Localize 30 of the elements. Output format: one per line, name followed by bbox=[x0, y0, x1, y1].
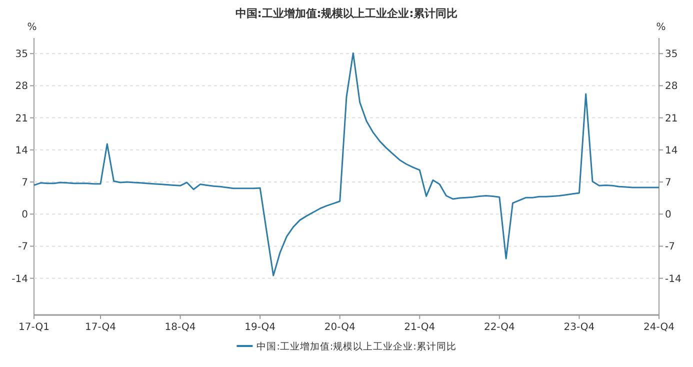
y2-tick-label: 7 bbox=[665, 178, 672, 189]
y2-tick-label: 14 bbox=[665, 145, 678, 156]
y2-tick-label: -14 bbox=[665, 274, 682, 285]
y-tick-label: -14 bbox=[12, 274, 28, 285]
y-tick-label: 0 bbox=[22, 210, 28, 221]
y-tick-label: -7 bbox=[18, 242, 28, 253]
x-tick-label: 23-Q4 bbox=[564, 322, 595, 333]
x-tick-label: 20-Q4 bbox=[324, 322, 356, 333]
x-tick-label: 21-Q4 bbox=[404, 322, 436, 333]
x-tick-label: 19-Q4 bbox=[244, 322, 276, 333]
x-tick-label: 24-Q4 bbox=[644, 322, 674, 333]
y2-tick-label: 35 bbox=[665, 49, 678, 60]
y2-tick-label: -7 bbox=[665, 242, 675, 253]
x-tick-label: 18-Q4 bbox=[164, 322, 196, 333]
x-tick-label: 17-Q4 bbox=[85, 322, 116, 333]
line-series bbox=[33, 52, 660, 276]
x-tick-label: 22-Q4 bbox=[484, 322, 515, 333]
y2-tick-label: 28 bbox=[665, 81, 678, 92]
x-tick-label: 17-Q1 bbox=[18, 322, 50, 333]
legend-label: 中国:工业增加值:规模以上工业企业:累计同比 bbox=[256, 340, 456, 352]
y-tick-label: 21 bbox=[15, 113, 28, 124]
y-axis-title: % bbox=[27, 22, 37, 33]
y2-tick-label: 0 bbox=[665, 210, 672, 221]
y2-tick-label: 21 bbox=[665, 113, 678, 124]
y-tick-label: 35 bbox=[15, 49, 28, 60]
y2-axis-title: % bbox=[656, 22, 666, 33]
y-tick-label: 14 bbox=[15, 145, 28, 156]
y-tick-label: 28 bbox=[15, 81, 28, 92]
chart-title: 中国:工业增加值:规模以上工业企业:累计同比 bbox=[235, 7, 458, 20]
y-tick-label: 7 bbox=[22, 178, 28, 189]
